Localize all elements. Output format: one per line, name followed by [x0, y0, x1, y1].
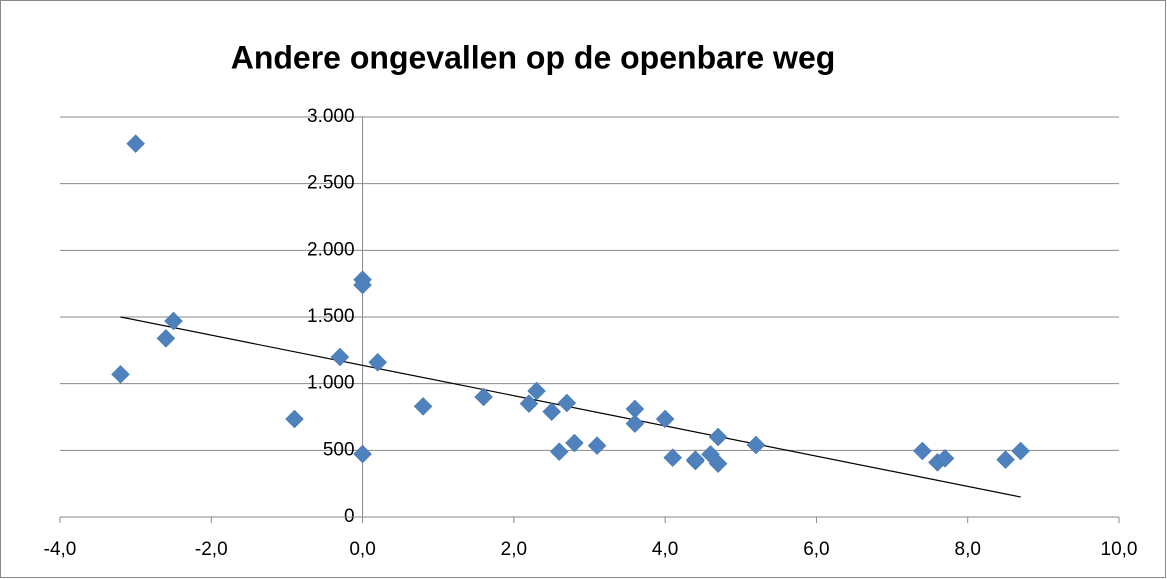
point	[519, 394, 539, 414]
point	[285, 409, 304, 429]
y-tick-label: 3.000	[307, 106, 355, 127]
x-tick-label: 0,0	[349, 539, 375, 560]
point	[708, 427, 728, 447]
x-tick-label: -2,0	[195, 539, 228, 560]
point	[156, 328, 176, 348]
point	[557, 393, 577, 413]
point	[663, 448, 683, 468]
point	[164, 311, 183, 331]
x-tick-label: 4,0	[652, 539, 678, 560]
point	[368, 352, 388, 372]
point	[708, 454, 728, 474]
y-tick-label: 2.000	[307, 239, 355, 260]
point	[527, 381, 546, 401]
y-tick-label: 1.000	[307, 373, 355, 394]
point	[565, 433, 584, 453]
point	[935, 448, 955, 468]
x-tick-label: -4,0	[44, 539, 77, 560]
x-tick-label: 8,0	[955, 539, 981, 560]
point	[111, 364, 130, 384]
y-tick-label: 1.500	[307, 306, 355, 327]
point	[542, 402, 562, 422]
point	[353, 444, 372, 464]
y-tick-label: 2.500	[307, 173, 355, 194]
point	[549, 442, 569, 462]
point	[996, 450, 1015, 470]
x-tick-label: 6,0	[803, 539, 829, 560]
point	[912, 441, 932, 461]
point	[655, 409, 675, 429]
chart-title: Andere ongevallen op de openbare weg	[231, 39, 836, 75]
x-tick-label: 10,0	[1101, 539, 1138, 560]
point	[474, 387, 493, 407]
point	[587, 436, 607, 456]
point	[126, 134, 145, 154]
point	[353, 275, 372, 295]
point	[1011, 441, 1031, 461]
point	[746, 435, 766, 455]
point	[625, 414, 645, 434]
point	[686, 450, 705, 470]
point	[413, 396, 433, 416]
x-tick-label: 2,0	[501, 539, 527, 560]
point	[330, 347, 350, 367]
y-tick-label: 500	[323, 439, 355, 460]
